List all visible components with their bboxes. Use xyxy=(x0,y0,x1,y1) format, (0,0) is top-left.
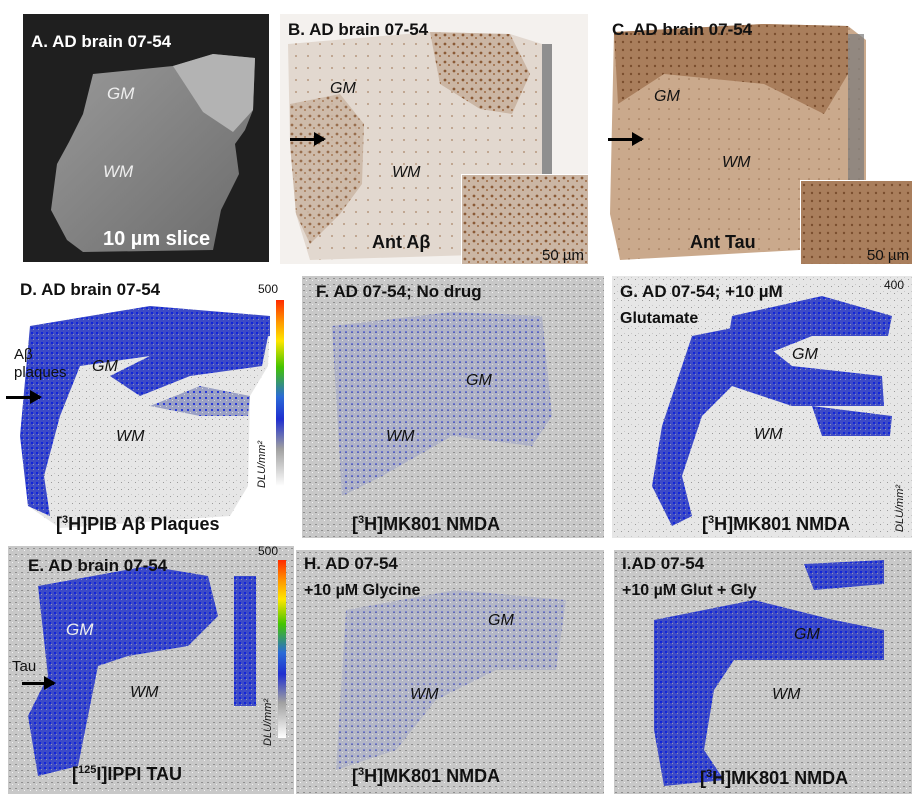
panel-i-title-line2: +10 µM Glut + Gly xyxy=(622,582,757,599)
panel-e-image xyxy=(8,546,294,794)
panel-b-title: B. AD brain 07-54 xyxy=(288,20,429,39)
panel-g-title: G. AD 07-54; +10 µM xyxy=(620,282,783,301)
panel-e-autoradiogram: E. AD brain 07-54 GM WM Tau 500 DLU/mm² … xyxy=(8,546,294,794)
panel-f-title: F. AD 07-54; No drug xyxy=(316,282,482,301)
panel-c-inset-image xyxy=(801,181,912,264)
panel-e-colorbar xyxy=(278,560,286,738)
panel-e-gm-label: GM xyxy=(66,620,94,639)
panel-g-colorbar-unit: DLU/mm² xyxy=(894,484,906,532)
panel-e-colorbar-unit: DLU/mm² xyxy=(262,698,274,746)
panel-b-caption: Ant Aβ xyxy=(372,232,431,252)
panel-g-gm-label: GM xyxy=(792,346,818,363)
panel-e-arrow xyxy=(22,676,56,690)
panel-c-arrow xyxy=(608,132,644,146)
panel-a-caption: 10 µm slice xyxy=(103,228,211,250)
panel-d-colorbar-unit: DLU/mm² xyxy=(256,440,268,488)
panel-d-title: D. AD brain 07-54 xyxy=(20,280,161,299)
panel-a-gm-label: GM xyxy=(107,84,135,103)
panel-d-autoradiogram: D. AD brain 07-54 GM WM Aβ plaques 500 D… xyxy=(0,276,294,538)
panel-h-title: H. AD 07-54 xyxy=(304,554,398,573)
panel-h-caption: [3H]MK801 NMDA xyxy=(352,766,501,786)
panel-d-wm-label: WM xyxy=(116,428,145,445)
panel-f-autoradiogram: F. AD 07-54; No drug GM WM [3H]MK801 NMD… xyxy=(302,276,604,538)
panel-b-wm-label: WM xyxy=(392,164,421,181)
panel-i-autoradiogram: I.AD 07-54 +10 µM Glut + Gly GM WM [3H]M… xyxy=(614,550,912,794)
panel-c-wm-label: WM xyxy=(722,154,751,171)
panel-i-gm-label: GM xyxy=(794,626,820,643)
panel-g-wm-label: WM xyxy=(754,426,783,443)
panel-h-gm-label: GM xyxy=(488,612,514,629)
panel-c-title: C. AD brain 07-54 xyxy=(612,20,753,39)
panel-h-wm-label: WM xyxy=(410,686,439,703)
panel-g-title-line2: Glutamate xyxy=(620,310,699,327)
panel-i-title: I.AD 07-54 xyxy=(622,554,705,573)
panel-e-caption: [125I]IPPI TAU xyxy=(72,764,183,784)
panel-i-caption: [3H]MK801 NMDA xyxy=(700,768,849,788)
panel-a-wm-label: WM xyxy=(103,162,134,181)
panel-e-wm-label: WM xyxy=(130,684,159,701)
panel-e-title: E. AD brain 07-54 xyxy=(28,556,168,575)
panel-d-colorbar-max: 500 xyxy=(258,282,279,296)
panel-d-caption: [3H]PIB Aβ Plaques xyxy=(56,514,220,534)
panel-f-caption: [3H]MK801 NMDA xyxy=(352,514,501,534)
panel-d-side-label: Aβ plaques xyxy=(14,346,67,381)
panel-b-stain: B. AD brain 07-54 GM WM Ant Aβ 50 µm xyxy=(280,14,588,264)
panel-e-colorbar-max: 500 xyxy=(258,546,279,558)
panel-f-wm-label: WM xyxy=(386,428,415,445)
panel-i-wm-label: WM xyxy=(772,686,801,703)
panel-g-image xyxy=(612,276,912,538)
panel-g-caption: [3H]MK801 NMDA xyxy=(702,514,851,534)
panel-e-side-label: Tau xyxy=(12,658,37,675)
panel-b-inset-image xyxy=(462,175,588,264)
panel-a-image xyxy=(51,54,255,252)
panel-c-gm-label: GM xyxy=(654,88,680,105)
panel-i-image xyxy=(614,550,912,794)
panel-a-photo: A. AD brain 07-54 GM WM 10 µm slice xyxy=(23,14,269,262)
panel-f-image xyxy=(302,276,604,538)
panel-c-caption: Ant Tau xyxy=(690,232,756,252)
panel-g-colorbar-max: 400 xyxy=(884,278,905,292)
panel-d-colorbar xyxy=(276,300,284,486)
panel-f-gm-label: GM xyxy=(466,372,492,389)
panel-h-image xyxy=(296,550,604,794)
panel-d-arrow xyxy=(6,390,42,404)
panel-b-arrow xyxy=(290,132,326,146)
panel-d-image xyxy=(20,306,270,528)
panel-a-title: A. AD brain 07-54 xyxy=(31,32,172,51)
panel-g-autoradiogram: G. AD 07-54; +10 µM Glutamate 400 GM WM … xyxy=(612,276,912,538)
panel-b-inset: 50 µm xyxy=(461,174,588,264)
panel-c-inset: 50 µm xyxy=(800,180,912,264)
panel-h-title-line2: +10 µM Glycine xyxy=(304,582,421,599)
panel-b-gm-label: GM xyxy=(330,80,356,97)
panel-d-gm-label: GM xyxy=(92,358,118,375)
panel-b-scale: 50 µm xyxy=(542,247,584,264)
panel-c-scale: 50 µm xyxy=(867,247,909,264)
panel-h-autoradiogram: H. AD 07-54 +10 µM Glycine GM WM [3H]MK8… xyxy=(296,550,604,794)
panel-c-stain: C. AD brain 07-54 GM WM Ant Tau 50 µm xyxy=(604,14,912,264)
